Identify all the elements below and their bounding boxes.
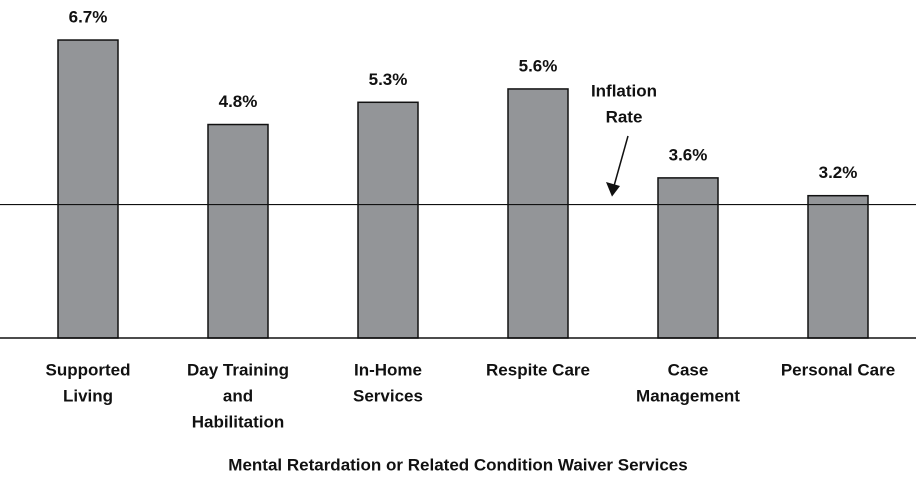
annotation-arrow <box>613 135 629 187</box>
x-tick-label: Respite Care <box>486 360 590 379</box>
x-tick-label: Management <box>636 386 740 405</box>
x-tick-label: Services <box>353 386 423 405</box>
bar <box>357 101 419 339</box>
x-tick-label: and <box>223 386 253 405</box>
x-tick-label: Case <box>668 360 709 379</box>
x-tick-label: Supported <box>46 360 131 379</box>
arrow-head <box>606 182 620 197</box>
value-label: 5.6% <box>519 56 558 75</box>
x-tick-label: In-Home <box>354 360 422 379</box>
x-tick-label: Habilitation <box>192 412 285 431</box>
bar <box>57 39 119 339</box>
x-axis-title: Mental Retardation or Related Condition … <box>228 455 687 474</box>
value-label: 6.7% <box>69 8 108 27</box>
x-tick-label: Day Training <box>187 360 289 379</box>
bar <box>807 194 869 339</box>
value-label: 3.6% <box>669 145 708 164</box>
bar <box>207 123 269 339</box>
value-label: 5.3% <box>369 70 408 89</box>
value-label: 3.2% <box>819 163 858 182</box>
annotation: Rate <box>606 107 643 126</box>
annotation: Inflation <box>591 81 657 100</box>
x-tick-label: Personal Care <box>781 360 895 379</box>
value-label: 4.8% <box>219 92 258 111</box>
x-tick-label: Living <box>63 386 113 405</box>
bar <box>657 177 719 339</box>
bar <box>507 88 569 339</box>
